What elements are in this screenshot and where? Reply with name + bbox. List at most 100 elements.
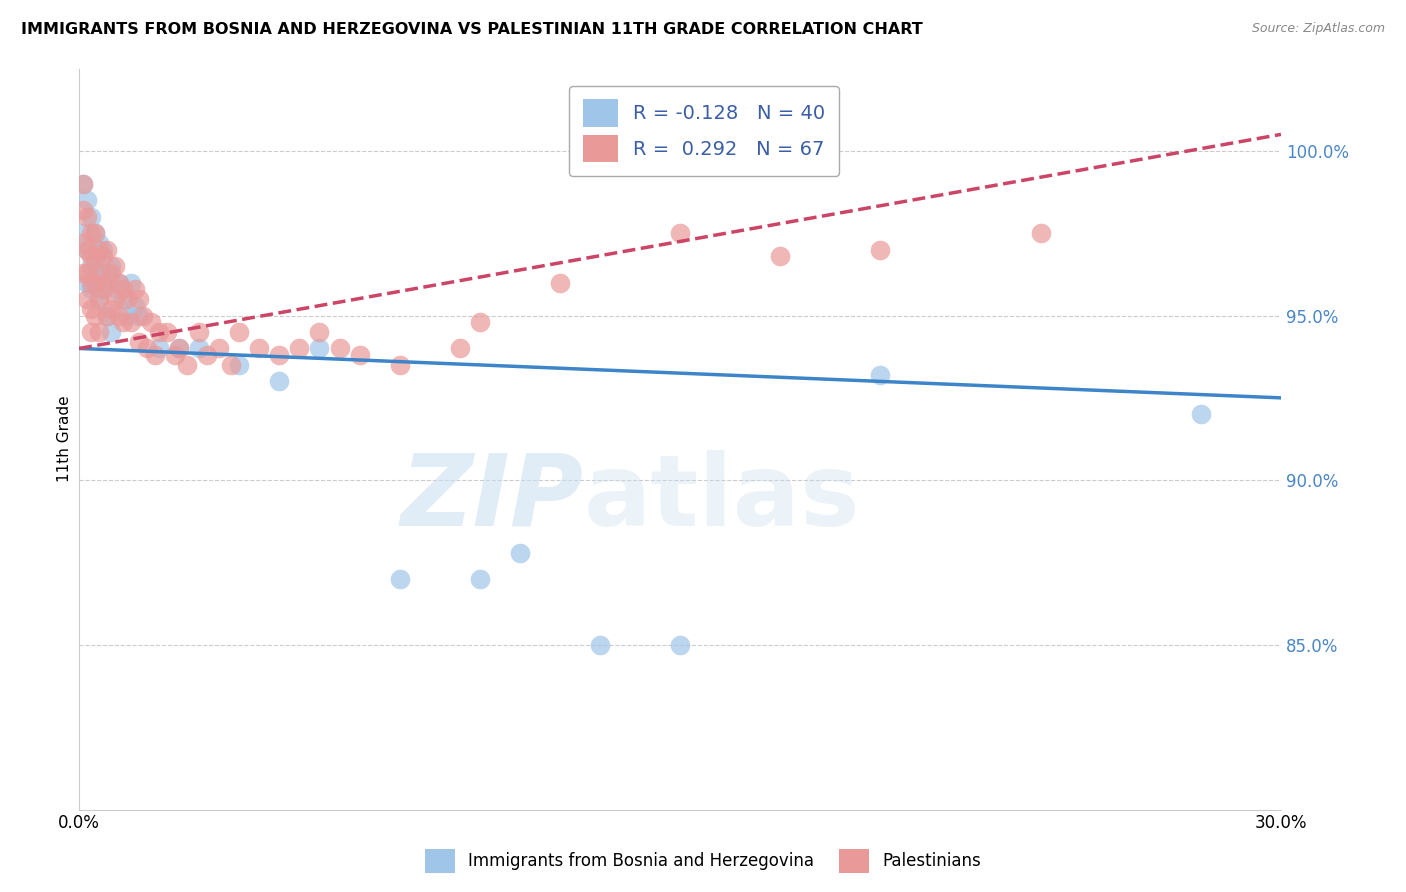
Point <box>104 259 127 273</box>
Point <box>89 236 111 251</box>
Point <box>100 301 122 316</box>
Point <box>76 266 98 280</box>
Point <box>72 177 94 191</box>
Legend: Immigrants from Bosnia and Herzegovina, Palestinians: Immigrants from Bosnia and Herzegovina, … <box>418 842 988 880</box>
Point <box>100 325 122 339</box>
Point <box>509 546 531 560</box>
Point <box>449 342 471 356</box>
Point <box>89 325 111 339</box>
Point <box>104 292 127 306</box>
Point <box>108 276 131 290</box>
Point <box>349 348 371 362</box>
Point <box>80 301 103 316</box>
Point <box>468 315 491 329</box>
Point <box>124 299 146 313</box>
Point <box>80 249 103 263</box>
Point <box>388 358 411 372</box>
Point <box>72 236 94 251</box>
Point <box>76 194 98 208</box>
Point <box>188 325 211 339</box>
Point <box>96 309 118 323</box>
Point <box>176 358 198 372</box>
Point <box>308 342 330 356</box>
Point <box>84 226 107 240</box>
Point <box>80 226 103 240</box>
Point <box>84 276 107 290</box>
Point <box>1029 226 1052 240</box>
Point <box>104 282 127 296</box>
Point <box>769 249 792 263</box>
Point <box>869 243 891 257</box>
Point <box>89 266 111 280</box>
Point <box>148 342 170 356</box>
Point <box>169 342 191 356</box>
Point <box>548 276 571 290</box>
Point <box>72 177 94 191</box>
Point <box>72 203 94 218</box>
Point <box>112 282 135 296</box>
Point <box>96 276 118 290</box>
Point <box>84 276 107 290</box>
Point <box>96 309 118 323</box>
Point <box>669 638 692 652</box>
Point <box>100 259 122 273</box>
Point <box>228 358 250 372</box>
Point <box>120 315 142 329</box>
Point <box>80 276 103 290</box>
Point <box>589 638 612 652</box>
Point <box>108 276 131 290</box>
Point <box>269 375 291 389</box>
Point <box>76 292 98 306</box>
Point <box>96 266 118 280</box>
Point <box>80 325 103 339</box>
Point <box>76 276 98 290</box>
Point <box>221 358 243 372</box>
Point <box>108 309 131 323</box>
Y-axis label: 11th Grade: 11th Grade <box>58 396 72 483</box>
Point <box>132 309 155 323</box>
Point <box>156 325 179 339</box>
Point <box>120 276 142 290</box>
Point <box>124 282 146 296</box>
Point <box>869 368 891 382</box>
Point <box>91 282 114 296</box>
Point <box>91 243 114 257</box>
Point <box>169 342 191 356</box>
Point <box>128 292 150 306</box>
Point <box>128 334 150 349</box>
Point <box>141 315 163 329</box>
Point <box>468 572 491 586</box>
Point <box>388 572 411 586</box>
Point <box>136 342 159 356</box>
Point <box>112 315 135 329</box>
Point <box>89 243 111 257</box>
Point <box>128 309 150 323</box>
Point <box>100 266 122 280</box>
Point <box>143 348 166 362</box>
Point <box>84 309 107 323</box>
Point <box>72 266 94 280</box>
Point <box>84 249 107 263</box>
Text: ZIP: ZIP <box>401 450 583 547</box>
Point <box>208 342 231 356</box>
Point <box>91 282 114 296</box>
Point <box>80 210 103 224</box>
Point <box>76 243 98 257</box>
Point <box>89 292 111 306</box>
Point <box>76 243 98 257</box>
Point <box>115 292 138 306</box>
Point <box>84 226 107 240</box>
Text: atlas: atlas <box>583 450 860 547</box>
Point <box>669 226 692 240</box>
Point <box>91 249 114 263</box>
Point <box>165 348 187 362</box>
Point <box>228 325 250 339</box>
Point <box>76 210 98 224</box>
Point <box>269 348 291 362</box>
Point <box>72 226 94 240</box>
Point <box>308 325 330 339</box>
Point <box>328 342 350 356</box>
Point <box>112 292 135 306</box>
Legend: R = -0.128   N = 40, R =  0.292   N = 67: R = -0.128 N = 40, R = 0.292 N = 67 <box>569 86 839 176</box>
Point <box>80 259 103 273</box>
